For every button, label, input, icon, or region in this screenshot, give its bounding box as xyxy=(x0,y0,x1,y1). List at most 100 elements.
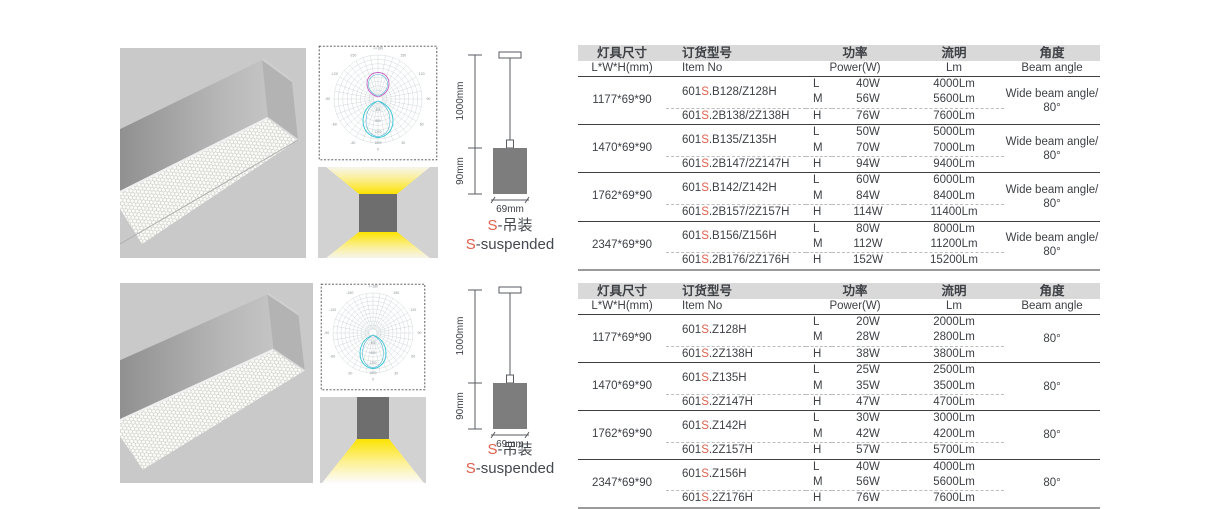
table-row: M 112W 11200Lm xyxy=(578,237,1100,253)
beam-angle-line: Wide beam angle/ xyxy=(1005,87,1099,100)
table-row: M 70W 7000Lm xyxy=(578,141,1100,157)
polar-angle-label: 30 xyxy=(401,141,405,145)
polar-angle-label: -/+180 xyxy=(373,47,383,51)
lumen-cell: 5700Lm xyxy=(904,442,1005,460)
header-angle-en: Beam angle xyxy=(1004,61,1101,77)
polar-radial-label: 1600 xyxy=(369,371,376,375)
item-no-cell: 601S.Z135H xyxy=(666,362,806,395)
power-value-cell: 40W xyxy=(832,458,905,476)
lumen-cell: 2000Lm xyxy=(904,314,1005,331)
power-mode-cell: M xyxy=(813,141,823,154)
power-value-cell: 56W xyxy=(856,93,880,106)
header-item-en: Item No xyxy=(666,299,806,315)
photometric-diagram-updown: -/+180 150 120 90 60 30 0 -30 -60 -90 -120 -150 400… xyxy=(318,45,438,161)
dimension-drawing-updown: 1000mm 90mm 69mm xyxy=(450,48,560,215)
power-mode-cell: H xyxy=(806,490,832,508)
spec-table-down: 灯具尺寸 订货型号 功率 流明 角度 L*W*H(mm) Item No Pow… xyxy=(578,283,1101,509)
lumen-cell: 3500Lm xyxy=(933,379,975,392)
table-header-zh: 灯具尺寸 订货型号 功率 流明 角度 xyxy=(578,283,1101,299)
power-value-cell: 42W xyxy=(856,427,880,440)
lumen-cell: 11400Lm xyxy=(904,204,1005,222)
lumen-cell: 4000Lm xyxy=(904,76,1005,93)
polar-angle-label: 90 xyxy=(418,331,422,335)
suspension-height-label: 1000mm xyxy=(455,82,466,121)
table-row: 1177*69*90 601S.B128/Z128H L 40W 4000Lm Wide … xyxy=(578,75,1101,125)
table-row: M 28W 2800Lm xyxy=(578,330,1100,346)
mount-s-prefix: S xyxy=(465,236,476,253)
power-mode-cell: H xyxy=(806,156,832,173)
polar-angle-label: -30 xyxy=(347,372,352,376)
mount-s-prefix: S xyxy=(465,460,476,477)
beam-angle-line: 80° xyxy=(1043,198,1061,211)
power-mode-cell: L xyxy=(806,76,832,93)
lumen-cell: 5000Lm xyxy=(904,124,1005,141)
power-mode-cell: M xyxy=(813,427,823,440)
beam-angle-line: 80° xyxy=(1043,101,1061,114)
item-no-cell: 601S.2B176/2Z176H xyxy=(666,252,806,270)
table-row: 601S.2B157/2Z157H H 114W 11400Lm xyxy=(578,204,1100,222)
table-row: 601S.2Z176H H 76W 7600Lm xyxy=(578,490,1100,508)
power-value-cell: 38W xyxy=(832,345,905,363)
polar-angle-label: -/+180 xyxy=(368,285,378,289)
lumen-cell: 3000Lm xyxy=(904,410,1005,427)
beam-angle-line: 80° xyxy=(1043,429,1061,442)
power-value-cell: 76W xyxy=(832,107,905,125)
linear-light-render xyxy=(120,283,313,483)
power-value-cell: 47W xyxy=(832,394,905,411)
polar-angle-label: 120 xyxy=(410,308,416,312)
size-cell: 1762*69*90 xyxy=(578,410,666,460)
polar-angle-label: -150 xyxy=(346,291,353,295)
power-value-cell: 40W xyxy=(832,76,905,93)
fixture-width-label: 69mm xyxy=(496,439,524,449)
power-value-cell: 94W xyxy=(832,156,905,173)
power-mode-cell: H xyxy=(806,345,832,363)
power-value-cell: 76W xyxy=(832,490,905,508)
polar-radial-labels: 400 800 1200 1600 xyxy=(374,108,381,145)
beam-angle-cell: 80° xyxy=(1004,313,1101,363)
polar-angle-label: -90 xyxy=(324,331,329,335)
power-mode-cell: M xyxy=(813,189,823,202)
beam-angle-line: 80° xyxy=(1043,149,1061,162)
fixture-body xyxy=(120,292,306,470)
table-header-en: L*W*H(mm) Item No Power(W) Lm Beam angle xyxy=(578,61,1101,77)
size-cell: 1762*69*90 xyxy=(578,172,666,222)
lumen-cell: 3800Lm xyxy=(904,345,1005,363)
power-mode-cell: L xyxy=(806,410,832,427)
lumen-cell: 8000Lm xyxy=(904,220,1005,238)
beam-angle-line: Wide beam angle/ xyxy=(1005,232,1099,245)
power-mode-cell: H xyxy=(806,394,832,411)
lumen-cell: 4700Lm xyxy=(904,394,1005,411)
table-row: M 56W 5600Lm xyxy=(578,92,1100,108)
beam-angle-cell: Wide beam angle/80° xyxy=(1004,75,1101,125)
power-value-cell: 80W xyxy=(832,220,905,238)
power-value-cell: 25W xyxy=(832,362,905,379)
polar-angle-labels: -/+180 150 120 90 60 30 0 -30 -60 -90 -120 -150 xyxy=(325,47,431,152)
header-size-zh: 灯具尺寸 xyxy=(578,45,666,61)
beam-angle-cell: Wide beam angle/80° xyxy=(1004,124,1101,173)
linear-light-render xyxy=(120,48,306,258)
item-no-cell: 601S.B156/Z156H xyxy=(666,220,806,253)
item-no-cell: 601S.B128/Z128H xyxy=(666,76,806,109)
lumen-cell: 11200Lm xyxy=(930,238,978,251)
fixture-width-label: 69mm xyxy=(496,204,524,214)
table-row: 601S.2Z157H H 57W 5700Lm xyxy=(578,442,1100,460)
polar-angle-label: -60 xyxy=(332,123,337,127)
beam-angle-line: 80° xyxy=(1043,246,1061,259)
header-size-en: L*W*H(mm) xyxy=(578,61,666,77)
header-lumen-en: Lm xyxy=(904,61,1005,77)
beam-angle-line: 80° xyxy=(1043,477,1061,490)
polar-angle-label: 120 xyxy=(419,72,425,76)
fixture-profile xyxy=(493,383,527,429)
dimension-lines xyxy=(468,54,530,204)
item-no-cell: 601S.B135/Z135H xyxy=(666,124,806,157)
power-value-cell: 28W xyxy=(856,331,880,344)
beam-angle-cell: 80° xyxy=(1004,362,1101,411)
power-mode-cell: M xyxy=(813,476,823,489)
polar-angle-labels: -/+180 150 120 90 60 30 0 -30 -60 -90 -120 -150 xyxy=(324,285,422,382)
product-photo-updown xyxy=(120,48,306,258)
power-mode-cell: M xyxy=(813,93,823,106)
lumen-cell: 2800Lm xyxy=(933,331,975,344)
size-cell: 2347*69*90 xyxy=(578,220,666,270)
header-angle-zh: 角度 xyxy=(1004,45,1101,61)
power-value-cell: 30W xyxy=(832,410,905,427)
